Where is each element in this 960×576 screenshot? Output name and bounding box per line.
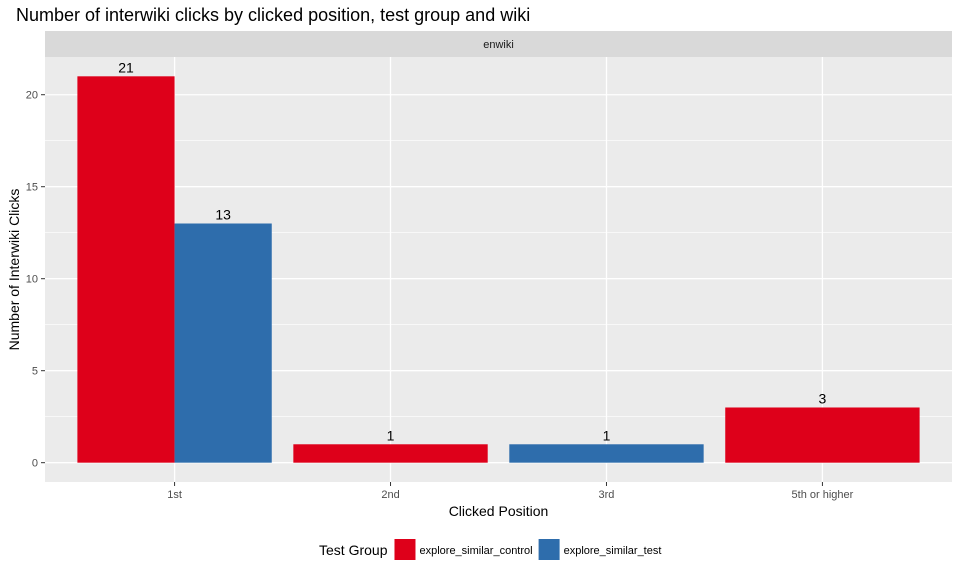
bar-explore_similar_test	[174, 223, 272, 463]
bar-value-label: 13	[215, 207, 231, 223]
y-tick-label: 15	[26, 182, 38, 194]
bars	[77, 76, 920, 463]
x-axis-title: Clicked Position	[449, 503, 549, 519]
legend-key-explore_similar_test	[538, 539, 560, 560]
facet-strip	[45, 31, 952, 57]
legend-label: explore_similar_control	[419, 545, 532, 557]
bar-explore_similar_control	[77, 76, 175, 463]
y-tick-label: 20	[26, 90, 38, 102]
y-tick-label: 0	[32, 458, 38, 470]
bar-explore_similar_control	[293, 444, 488, 463]
bar-explore_similar_test	[509, 444, 704, 463]
y-axis-title: Number of Interwiki Clicks	[6, 189, 22, 351]
x-tick-label: 1st	[167, 489, 182, 501]
x-tick-label: 5th or higher	[792, 489, 854, 501]
x-tick-label: 2nd	[381, 489, 399, 501]
x-tick-label: 3rd	[599, 489, 615, 501]
legend-key-explore_similar_control	[394, 539, 416, 560]
legend-label: explore_similar_test	[564, 545, 662, 557]
bar-explore_similar_control	[725, 407, 920, 463]
chart-title: Number of interwiki clicks by clicked po…	[16, 5, 530, 25]
legend: Test Group explore_similar_control explor…	[319, 539, 661, 560]
bar-value-label: 1	[387, 427, 395, 443]
bar-value-label: 3	[819, 390, 827, 406]
bar-value-label: 1	[603, 427, 611, 443]
y-tick-label: 10	[26, 274, 38, 286]
bar-value-label: 21	[118, 59, 134, 75]
facet-strip-label: enwiki	[483, 39, 514, 51]
y-axis: 0 5 10 15 20	[26, 90, 45, 470]
x-axis: 1st 2nd 3rd 5th or higher	[167, 482, 854, 501]
y-tick-label: 5	[32, 366, 38, 378]
legend-title: Test Group	[319, 542, 388, 558]
